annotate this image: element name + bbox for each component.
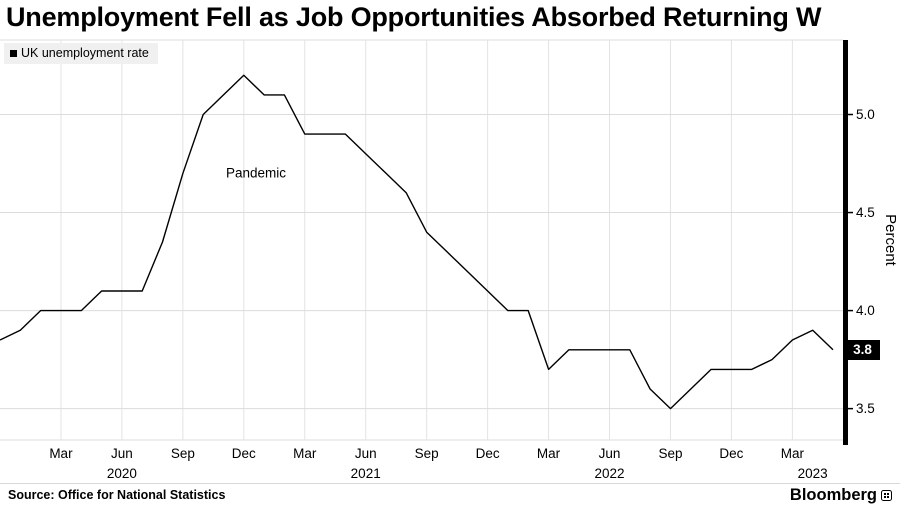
unemployment-rate-line: [0, 74, 834, 410]
legend: UK unemployment rate: [4, 43, 158, 64]
x-tick-label: Dec: [476, 446, 500, 461]
legend-label: UK unemployment rate: [21, 46, 149, 60]
x-tick-label: Mar: [781, 446, 805, 461]
bloomberg-wordmark: Bloomberg: [789, 486, 877, 504]
x-tick-label: Sep: [171, 446, 195, 461]
x-tick-label: Mar: [49, 446, 73, 461]
x-tick-label: Mar: [537, 446, 561, 461]
footer-divider: [0, 483, 900, 484]
x-tick-label: Mar: [293, 446, 317, 461]
x-tick-label: Dec: [232, 446, 256, 461]
y-tick-label: 5.0: [856, 107, 875, 122]
y-axis-bar: [843, 40, 848, 445]
y-tick-label: 4.0: [856, 303, 875, 318]
x-tick-label: Jun: [111, 446, 133, 461]
x-tick-label: Sep: [658, 446, 682, 461]
bloomberg-audio-icon: [881, 487, 892, 506]
x-tick-label: Dec: [719, 446, 743, 461]
x-tick-label: Jun: [355, 446, 377, 461]
y-tick-label: 3.5: [856, 401, 875, 416]
x-year-label: 2022: [594, 466, 624, 481]
x-tick-label: Sep: [415, 446, 439, 461]
x-year-label: 2021: [351, 466, 381, 481]
bloomberg-logo: Bloomberg: [790, 485, 892, 506]
line-chart: Mar Jun Sep Dec Mar Jun Sep Dec Mar Jun Sep Dec Mar 2…: [0, 39, 899, 481]
legend-marker-icon: [10, 49, 17, 57]
source-note: Source: Office for National Statistics: [8, 488, 226, 502]
x-year-label: 2020: [107, 466, 137, 481]
pandemic-annotation: Pandemic: [226, 165, 286, 180]
y-axis-unit-label: Percent: [882, 214, 899, 267]
y-tick-label: 4.5: [856, 205, 875, 220]
x-year-label: 2023: [798, 466, 828, 481]
current-value-badge: 3.8: [845, 339, 880, 360]
x-tick-label: Jun: [599, 446, 621, 461]
page-title: Unemployment Fell as Job Opportunities A…: [6, 2, 822, 32]
